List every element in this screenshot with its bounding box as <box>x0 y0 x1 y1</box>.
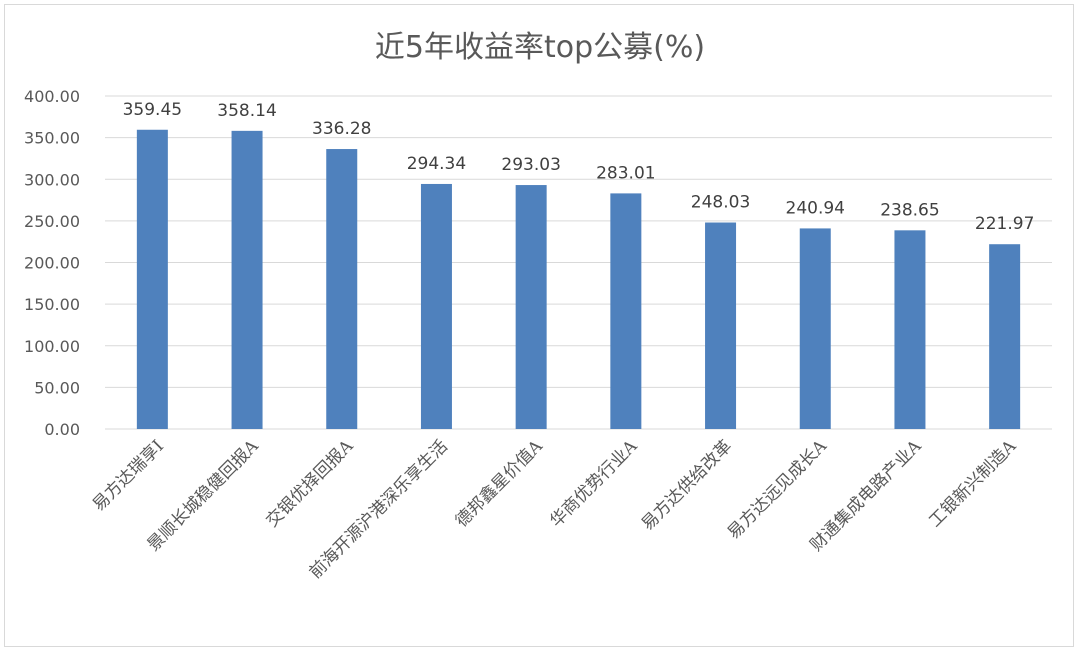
y-tick-label: 250.00 <box>24 212 80 231</box>
y-tick-label: 150.00 <box>24 295 80 314</box>
bar <box>231 130 263 429</box>
category-label: 易方达远见成长A <box>724 436 831 543</box>
bar <box>989 244 1021 429</box>
bars <box>136 129 1021 429</box>
y-tick-label: 300.00 <box>24 170 80 189</box>
y-tick-label: 400.00 <box>24 87 80 106</box>
bar <box>515 185 547 429</box>
bar <box>894 230 926 429</box>
data-label: 293.03 <box>501 155 560 175</box>
data-label: 240.94 <box>786 198 845 218</box>
category-label: 易方达供给改革 <box>638 436 736 534</box>
gridlines <box>105 95 1052 430</box>
y-tick-label: 100.00 <box>24 337 80 356</box>
bar <box>136 129 168 429</box>
y-axis-tick-labels: 0.00 50.00 100.00 150.00 200.00 250.00 300.00 3… <box>24 87 80 439</box>
chart-title: 近5年收益率top公募(%) <box>374 30 706 65</box>
y-tick-label: 50.00 <box>34 378 80 397</box>
bar <box>326 149 358 429</box>
data-label: 359.45 <box>123 100 182 120</box>
bar <box>610 193 642 429</box>
y-tick-label: 200.00 <box>24 254 80 273</box>
bar <box>799 228 831 429</box>
y-tick-label: 350.00 <box>24 129 80 148</box>
data-label: 221.97 <box>975 214 1034 234</box>
category-label: 交银优择回报A <box>262 436 357 531</box>
data-label: 294.34 <box>407 154 466 174</box>
data-label: 283.01 <box>596 163 655 183</box>
category-label: 易方达瑞享I <box>89 436 168 515</box>
y-tick-label: 0.00 <box>44 420 80 439</box>
data-label: 358.14 <box>217 101 276 121</box>
data-label: 336.28 <box>312 119 371 139</box>
data-labels: 359.45 358.14 336.28 294.34 293.03 283.01 248.… <box>123 100 1035 234</box>
category-label: 工银新兴制造A <box>925 436 1020 531</box>
category-label: 华商优势行业A <box>546 436 641 531</box>
data-label: 248.03 <box>691 193 750 213</box>
bar <box>705 222 737 429</box>
category-label: 德邦鑫星价值A <box>452 436 547 531</box>
bar <box>420 183 452 429</box>
data-label: 238.65 <box>880 200 939 220</box>
